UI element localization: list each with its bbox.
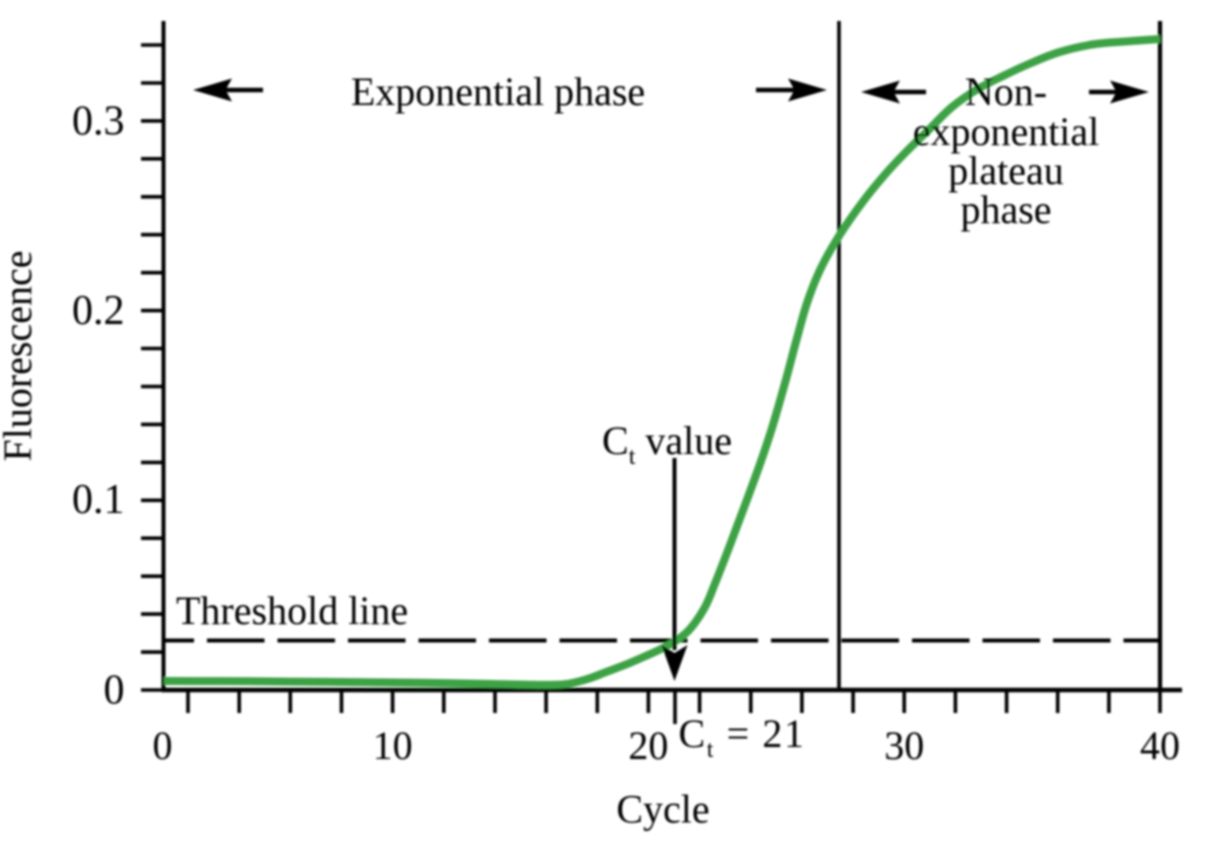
svg-text:Exponential phase: Exponential phase [351, 69, 645, 114]
svg-text:0.1: 0.1 [72, 477, 125, 523]
svg-text:20: 20 [628, 723, 668, 768]
svg-text:plateau: plateau [948, 148, 1064, 193]
svg-text:10: 10 [373, 723, 413, 768]
svg-text:Cycle: Cycle [616, 787, 709, 832]
svg-text:Ct value: Ct value [602, 418, 732, 470]
svg-text:0.3: 0.3 [72, 99, 125, 145]
svg-text:0: 0 [153, 723, 173, 768]
svg-text:Fluorescence: Fluorescence [0, 250, 40, 461]
svg-text:40: 40 [1140, 723, 1180, 768]
svg-text:0: 0 [104, 668, 125, 714]
svg-text:phase: phase [960, 187, 1051, 232]
svg-text:0.2: 0.2 [72, 288, 125, 334]
svg-text:30: 30 [884, 723, 924, 768]
svg-text:Non-: Non- [965, 69, 1047, 114]
svg-text:Threshold line: Threshold line [176, 588, 408, 633]
svg-text:Ct = 21: Ct = 21 [679, 711, 806, 763]
svg-text:exponential: exponential [913, 109, 1100, 154]
